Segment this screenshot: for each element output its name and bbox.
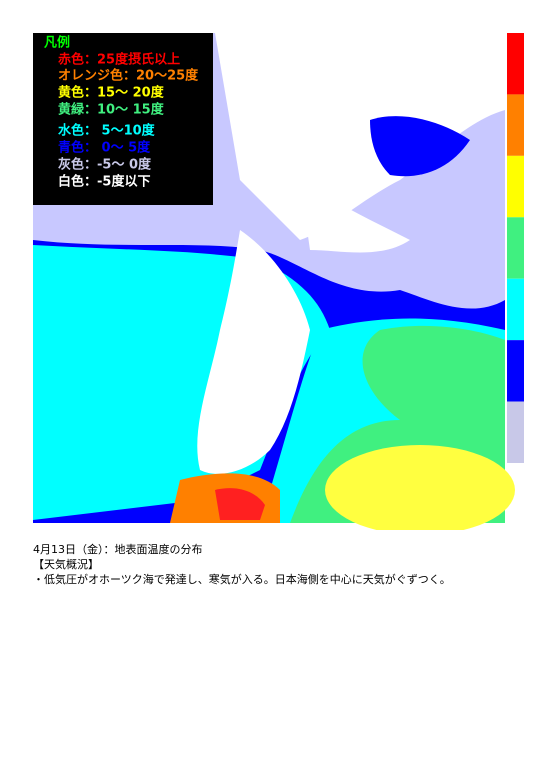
caption-heading: 【天気概況】 xyxy=(33,558,99,571)
color-bar-segment xyxy=(507,94,524,156)
legend-label: 青色： 0〜 5度 xyxy=(58,140,151,156)
legend-label: 灰色：-5〜 0度 xyxy=(58,157,152,173)
caption-date: 4月13日（金）：地表面温度の分布 xyxy=(33,543,203,556)
legend-title: 凡例 xyxy=(44,35,70,51)
color-bar-segment xyxy=(507,340,524,402)
color-bar-segment xyxy=(507,155,524,218)
legend-label: 白色：-5度以下 xyxy=(58,174,150,190)
color-bar-segment xyxy=(507,401,524,463)
caption-text: ・低気圧がオホーツク海で発達し、寒気が入る。日本海側を中心に天気がぐずつく。 xyxy=(33,573,451,586)
color-bar-segment xyxy=(507,33,524,95)
color-bar-segment xyxy=(507,217,524,279)
legend-label: 赤色：25度摂氏以上 xyxy=(58,52,180,68)
map-image xyxy=(33,33,515,530)
legend-box xyxy=(33,33,213,205)
legend-label: オレンジ色：20〜25度 xyxy=(58,68,199,84)
legend-label: 水色： 5〜10度 xyxy=(58,123,156,139)
color-bar-segment xyxy=(507,278,524,341)
legend-label: 黄緑：10〜 15度 xyxy=(58,102,165,118)
legend-label: 黄色：15〜 20度 xyxy=(58,85,165,101)
